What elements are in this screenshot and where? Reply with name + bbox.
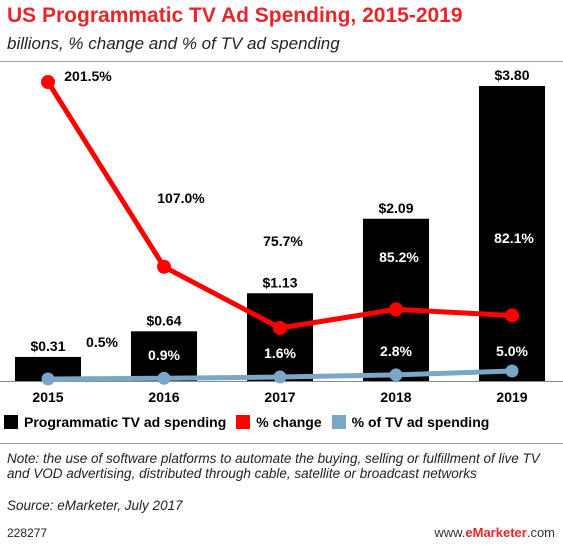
bar-label-2017: $1.13 — [262, 274, 297, 290]
share-point-2019 — [505, 364, 519, 378]
bar-label-2018: $2.09 — [378, 200, 413, 216]
x-tick-label-2017: 2017 — [264, 389, 295, 405]
chart-source: Source: eMarketer, July 2017 — [7, 498, 183, 513]
share-point-2016 — [157, 371, 171, 385]
legend-label-share: % of TV ad spending — [351, 414, 490, 430]
brand-prefix: www. — [434, 525, 466, 540]
x-tick-label-2015: 2015 — [32, 389, 63, 405]
share-point-2017 — [273, 370, 287, 384]
chart-area: $0.31 $0.64 $1.13 $2.09 $3.80 201.5% 107.0% 75.… — [0, 67, 563, 405]
change-label-2015: 201.5% — [64, 68, 112, 84]
change-label-2017: 75.7% — [263, 233, 303, 249]
legend-label-spending: Programmatic TV ad spending — [24, 414, 227, 430]
bar-label-2016: $0.64 — [146, 312, 181, 328]
legend-item-spending: Programmatic TV ad spending — [4, 414, 226, 430]
legend-label-change: % change — [256, 414, 322, 430]
share-label-2015: 0.5% — [86, 334, 118, 350]
bar-label-2015: $0.31 — [30, 338, 65, 354]
legend-swatch-spending — [4, 415, 18, 429]
legend-swatch-change — [236, 415, 251, 429]
x-tick-label-2019: 2019 — [496, 389, 527, 405]
bar-label-2019: $3.80 — [494, 67, 529, 83]
change-label-2016: 107.0% — [157, 190, 205, 206]
share-label-2016: 0.9% — [148, 347, 180, 363]
series-line-change — [45, 80, 513, 331]
legend-item-share: % of TV ad spending — [331, 414, 490, 430]
x-tick-label-2018: 2018 — [380, 389, 411, 405]
bar-2018 — [363, 218, 429, 381]
share-label-2018: 2.8% — [380, 343, 412, 359]
legend-item-change: % change — [236, 414, 322, 430]
top-divider — [0, 61, 563, 62]
chart-subtitle: billions, % change and % of TV ad spendi… — [7, 34, 340, 53]
change-point-2015 — [41, 75, 55, 89]
bar-2017 — [247, 293, 313, 381]
brand-link[interactable]: www.eMarketer.com — [434, 525, 555, 540]
bottom-divider — [0, 443, 563, 444]
legend: Programmatic TV ad spending % change % o… — [4, 412, 499, 432]
share-label-2017: 1.6% — [264, 345, 296, 361]
chart-note: Note: the use of software platforms to a… — [7, 451, 540, 481]
x-tick-label-2016: 2016 — [148, 389, 179, 405]
bar-2019 — [479, 86, 545, 381]
brand-suffix: .com — [526, 525, 555, 540]
share-point-2015 — [41, 372, 55, 386]
chart-id: 228277 — [7, 526, 48, 540]
change-point-2019 — [505, 308, 519, 323]
share-point-2018 — [389, 368, 403, 382]
change-point-2017 — [273, 321, 287, 335]
change-point-2018 — [389, 302, 403, 317]
brand-name: eMarketer — [465, 525, 527, 540]
change-point-2016 — [157, 259, 171, 274]
change-label-2019: 82.1% — [494, 230, 534, 246]
change-label-2018: 85.2% — [379, 249, 419, 265]
share-label-2019: 5.0% — [496, 343, 528, 359]
legend-swatch-share — [331, 415, 346, 429]
chart-title: US Programmatic TV Ad Spending, 2015-201… — [7, 4, 463, 27]
